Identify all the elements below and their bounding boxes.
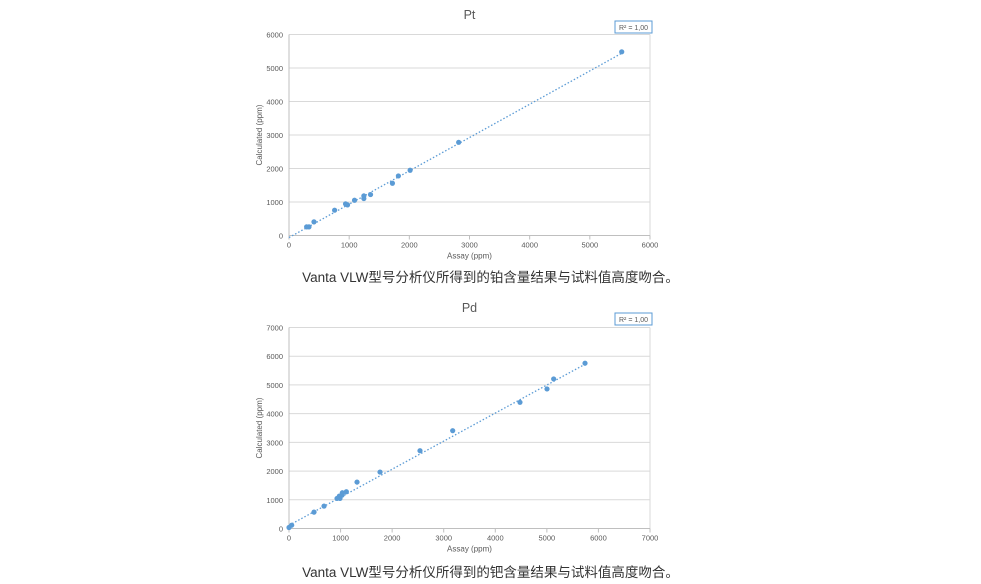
pt-x-tick-label: 4000 <box>521 241 538 250</box>
pt-x-tick-label: 5000 <box>581 241 598 250</box>
pd-data-point <box>417 448 423 454</box>
pt-y-tick-label: 0 <box>279 232 283 241</box>
pt-caption: Vanta VLW型号分析仪所得到的铂含量结果与试料值高度吻合。 <box>302 270 679 285</box>
pt-r2-box <box>614 20 653 34</box>
pd-x-tick-label: 2000 <box>384 534 401 543</box>
pt-data-point <box>619 49 625 55</box>
pd-x-tick-label: 4000 <box>487 534 504 543</box>
pd-x-tick-label: 5000 <box>539 534 556 543</box>
pt-data-point <box>311 219 317 225</box>
pd-data-point <box>354 479 360 485</box>
pd-data-point <box>450 428 456 434</box>
pt-y-tick-label: 2000 <box>266 165 283 174</box>
pd-data-point <box>343 489 349 495</box>
pt-y-tick-label: 3000 <box>266 131 283 140</box>
pd-y-tick-label: 1000 <box>266 496 283 505</box>
pd-x-tick-label: 6000 <box>590 534 607 543</box>
pt-y-tick-label: 6000 <box>266 31 283 40</box>
pd-y-tick-label: 3000 <box>266 438 283 447</box>
pt-data-point <box>389 180 396 186</box>
pd-x-axis-label: Assay (ppm) <box>447 545 492 554</box>
pd-y-tick-label: 0 <box>279 525 283 534</box>
pt-data-point <box>342 201 349 207</box>
pd-chart-title: Pd <box>462 301 477 315</box>
pt-r2-label: R² = 1,00 <box>619 25 648 32</box>
pt-y-tick-label: 4000 <box>266 98 283 107</box>
pd-x-tick-label: 0 <box>287 534 291 543</box>
pd-data-point <box>582 360 588 366</box>
pd-x-tick-label: 7000 <box>642 534 659 543</box>
pt-data-point <box>407 167 413 173</box>
pd-y-tick-label: 2000 <box>266 467 283 476</box>
pd-r2-box <box>614 312 653 326</box>
pd-y-tick-label: 7000 <box>266 324 283 333</box>
pd-data-point <box>334 495 340 502</box>
pt-x-tick-label: 1000 <box>341 241 358 250</box>
pd-data-point <box>286 524 292 531</box>
pt-x-tick-label: 6000 <box>642 241 659 250</box>
pt-data-point <box>367 191 374 198</box>
pt-data-point <box>351 197 358 203</box>
pd-data-point <box>321 503 327 509</box>
pd-data-point <box>377 469 383 475</box>
pt-y-axis-label: Calculated (ppm) <box>255 104 264 165</box>
pd-data-point <box>517 399 523 405</box>
pd-y-axis-label: Calculated (ppm) <box>255 397 264 458</box>
pt-chart-title: Pt <box>464 8 476 22</box>
pd-caption: Vanta VLW型号分析仪所得到的钯含量结果与试料值高度吻合。 <box>302 565 679 580</box>
pd-y-tick-label: 5000 <box>266 381 283 390</box>
pt-data-point <box>304 224 310 230</box>
pt-data-point <box>395 173 401 179</box>
pt-x-tick-label: 2000 <box>401 241 418 250</box>
pt-trendline <box>288 52 623 239</box>
pd-x-tick-label: 3000 <box>435 534 452 543</box>
pd-r2-label: R² = 1,00 <box>619 317 648 324</box>
pt-x-axis-label: Assay (ppm) <box>447 252 492 261</box>
pd-data-point <box>311 509 317 515</box>
pt-data-point <box>456 139 462 145</box>
pt-x-tick-label: 3000 <box>461 241 478 250</box>
pt-data-point <box>361 195 367 202</box>
pd-y-tick-label: 6000 <box>266 352 283 361</box>
pd-y-tick-label: 4000 <box>266 410 283 419</box>
pd-x-tick-label: 1000 <box>332 534 349 543</box>
pd-data-point <box>551 376 557 382</box>
pt-data-point <box>332 207 338 213</box>
pd-trendline <box>288 363 586 526</box>
pt-x-tick-label: 0 <box>287 241 291 250</box>
pt-y-tick-label: 1000 <box>266 198 283 207</box>
pd-data-point <box>544 386 550 392</box>
pt-y-tick-label: 5000 <box>266 64 283 73</box>
